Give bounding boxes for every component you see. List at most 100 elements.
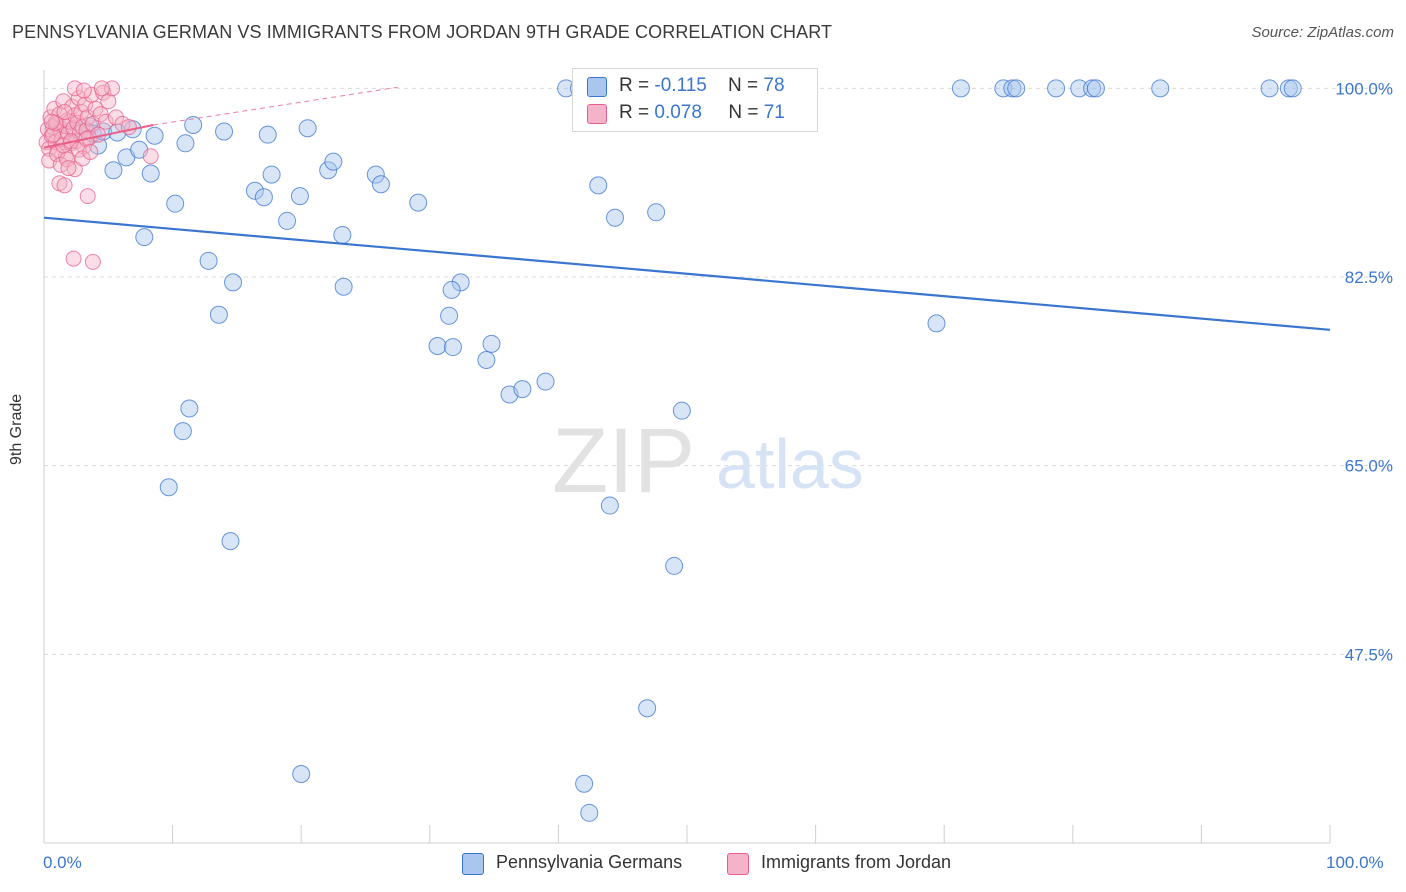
r-label: R = (619, 75, 650, 96)
x-tick-label-max: 100.0% (1326, 853, 1384, 872)
point-pennsylvania-germans (319, 161, 338, 180)
point-pennsylvania-germans (442, 280, 461, 299)
point-immigrants-from-jordan (120, 119, 137, 136)
point-pennsylvania-germans (371, 175, 390, 194)
y-tick-label: 82.5% (1345, 268, 1393, 287)
point-pennsylvania-germans (482, 334, 501, 353)
point-pennsylvania-germans (672, 401, 691, 420)
point-pennsylvania-germans (1003, 79, 1022, 98)
point-pennsylvania-germans (292, 765, 311, 784)
point-pennsylvania-germans (927, 314, 946, 333)
point-pennsylvania-germans (647, 203, 666, 222)
point-immigrants-from-jordan (65, 250, 82, 267)
point-pennsylvania-germans (104, 161, 123, 180)
point-pennsylvania-germans (994, 79, 1013, 98)
n-value: 71 (763, 102, 785, 123)
point-pennsylvania-germans (1283, 79, 1302, 98)
legend-label: Pennsylvania Germans (496, 852, 683, 872)
point-immigrants-from-jordan (60, 160, 77, 177)
watermark-zip: ZIP (552, 410, 695, 512)
point-pennsylvania-germans (428, 336, 447, 355)
legend-swatch-pink (727, 853, 749, 875)
point-pennsylvania-germans (324, 152, 343, 171)
legend-stats-blue: R = -0.115 N = 78 (619, 75, 785, 97)
point-pennsylvania-germans (221, 532, 240, 551)
n-value: 78 (763, 75, 785, 96)
point-pennsylvania-germans (1086, 79, 1105, 98)
point-pennsylvania-germans (1047, 79, 1066, 98)
n-label: N = (728, 102, 759, 123)
trend-lines (43, 86, 1331, 331)
watermark-atlas: atlas (716, 425, 864, 503)
n-label: N = (727, 75, 759, 96)
point-pennsylvania-germans (184, 115, 203, 134)
point-pennsylvania-germans (166, 194, 185, 213)
point-immigrants-from-jordan (66, 161, 83, 178)
point-pennsylvania-germans (145, 126, 164, 145)
point-pennsylvania-germans (224, 273, 243, 292)
y-tick-label: 65.0% (1345, 457, 1393, 476)
point-immigrants-from-jordan (82, 143, 99, 160)
point-immigrants-from-jordan (77, 96, 94, 113)
point-pennsylvania-germans (298, 119, 317, 138)
point-pennsylvania-germans (135, 228, 154, 247)
point-pennsylvania-germans (951, 79, 970, 98)
trend-line-immigrants-from-jordan (43, 124, 154, 149)
legend-label: Immigrants from Jordan (761, 852, 952, 872)
point-immigrants-from-jordan (108, 109, 125, 126)
point-pennsylvania-germans (245, 181, 264, 200)
point-immigrants-from-jordan (84, 253, 101, 270)
point-pennsylvania-germans (440, 306, 459, 325)
chart-title: PENNSYLVANIA GERMAN VS IMMIGRANTS FROM J… (12, 22, 833, 42)
point-immigrants-from-jordan (56, 104, 73, 121)
axes (43, 70, 1331, 844)
point-pennsylvania-germans (477, 351, 496, 370)
point-pennsylvania-germans (258, 125, 277, 144)
point-pennsylvania-germans (605, 208, 624, 227)
point-pennsylvania-germans (1279, 79, 1298, 98)
point-immigrants-from-jordan (100, 93, 117, 110)
trend-line-pennsylvania-germans (43, 216, 1331, 331)
point-pennsylvania-germans (278, 211, 297, 230)
point-pennsylvania-germans (600, 496, 619, 515)
point-pennsylvania-germans (1007, 79, 1026, 98)
point-pennsylvania-germans (575, 774, 594, 793)
point-pennsylvania-germans (665, 556, 684, 575)
point-immigrants-from-jordan (142, 148, 159, 165)
point-pennsylvania-germans (215, 122, 234, 141)
point-immigrants-from-jordan (43, 113, 60, 130)
legend-swatch-blue (462, 853, 484, 875)
point-pennsylvania-germans (254, 188, 273, 207)
point-immigrants-from-jordan (56, 177, 73, 194)
point-pennsylvania-germans (451, 273, 470, 292)
point-pennsylvania-germans (209, 305, 228, 324)
y-tick-labels: 100.0% 82.5% 65.0% 47.5% (1335, 79, 1393, 664)
point-pennsylvania-germans (580, 803, 599, 822)
point-immigrants-from-jordan (75, 82, 92, 99)
point-pennsylvania-germans (589, 176, 608, 195)
legend-swatch-blue (587, 77, 607, 97)
point-immigrants-from-jordan (45, 126, 62, 143)
point-pennsylvania-germans (1260, 79, 1279, 98)
point-pennsylvania-germans (536, 372, 555, 391)
point-pennsylvania-germans (1083, 79, 1102, 98)
point-pennsylvania-germans (334, 277, 353, 296)
point-pennsylvania-germans (159, 478, 178, 497)
point-immigrants-from-jordan (79, 188, 96, 205)
point-pennsylvania-germans (199, 251, 218, 270)
trend-line-extension-immigrants-from-jordan (153, 86, 398, 126)
point-immigrants-from-jordan (97, 113, 114, 130)
point-pennsylvania-germans (409, 193, 428, 212)
legend-swatch-pink (587, 104, 607, 124)
point-pennsylvania-germans (638, 699, 657, 718)
point-pennsylvania-germans (262, 165, 281, 184)
point-pennsylvania-germans (333, 225, 352, 244)
r-value: -0.115 (654, 75, 707, 96)
point-pennsylvania-germans (290, 187, 309, 206)
point-pennsylvania-germans (366, 165, 385, 184)
r-value: 0.078 (654, 102, 702, 123)
source-label: Source: ZipAtlas.com (1251, 24, 1394, 41)
r-label: R = (619, 102, 650, 123)
point-immigrants-from-jordan (93, 80, 110, 97)
point-pennsylvania-germans (176, 134, 195, 153)
